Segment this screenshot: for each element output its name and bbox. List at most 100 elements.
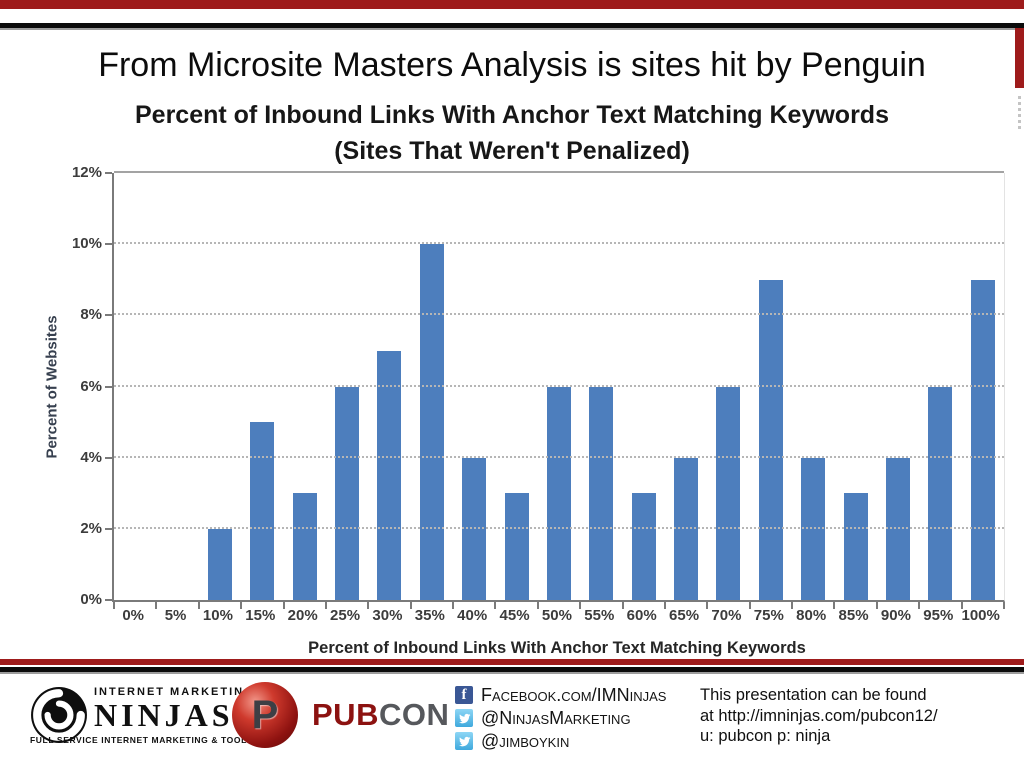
x-tick-label: 50% [541,607,572,624]
x-labels: 0% 5% 10% 15% 20% 25% 30% 35% 40% 45% 50% 55% 60% 65%… [112,607,1002,624]
gridline [114,242,1004,245]
chart-title-line1: Percent of Inbound Links With Anchor Tex… [135,101,889,129]
y-axis-tick [105,172,112,174]
x-axis-tick [706,602,709,609]
x-axis-tick [621,602,624,609]
bar-100% [970,279,995,600]
x-axis-tick [113,602,115,609]
pubcon-word-con: CON [378,697,450,732]
bar-60% [631,493,656,600]
bar-slot [326,173,368,600]
x-tick-label: 40% [457,607,488,624]
bar-slot [114,173,156,600]
x-tick-label: 75% [753,607,784,624]
social-row-twitter-2: @jimboykin [455,730,666,752]
x-axis-tick [748,602,751,609]
gridline [114,455,1004,458]
bar-30% [377,350,402,600]
top-divider-line [0,23,1024,28]
x-tick-label: 20% [287,607,318,624]
x-tick-label: 30% [372,607,403,624]
bar-slot [411,173,453,600]
note-line-3: u: pubcon p: ninja [700,727,831,745]
bar-slot [792,173,834,600]
bar-slot [241,173,283,600]
facebook-handle: Facebook.com/IMNinjas [481,684,667,705]
x-tick-label: 45% [499,607,530,624]
x-axis-tick [875,602,878,609]
bar-10% [207,528,232,600]
pubcon-p-glyph: P [251,692,279,737]
bar-35% [419,244,444,600]
x-tick-label: 25% [330,607,361,624]
x-tick-label: 60% [626,607,657,624]
y-axis-tick [105,243,112,246]
x-axis-tick [155,602,158,609]
social-row-facebook: f Facebook.com/IMNinjas [455,684,666,706]
bar-85% [843,493,868,600]
x-axis-tick [536,602,539,609]
bottom-divider-line [0,667,1024,672]
bar-55% [589,386,614,600]
presentation-note: This presentation can be found at http:/… [700,685,960,747]
bar-slot [156,173,198,600]
y-axis-tick [105,527,112,530]
bar-slot [665,173,707,600]
bar-slot [834,173,876,600]
bar-slot [368,173,410,600]
y-tick-label: 10% [71,235,102,253]
bar-row [114,173,1004,600]
x-tick-label: 10% [202,607,233,624]
x-axis-tick [1003,602,1005,609]
x-axis-tick [409,602,412,609]
bar-slot [453,173,495,600]
bar-slot [538,173,580,600]
bar-50% [546,386,571,600]
bar-95% [928,386,953,600]
pubcon-wordmark: PUBCON [312,697,449,733]
social-row-twitter-1: @NinjasMarketing [455,707,666,729]
bar-70% [716,386,741,600]
slide-title: From Microsite Masters Analysis is sites… [98,46,926,84]
y-axis-tick [105,456,112,459]
x-tick-label: 0% [122,607,145,624]
plot-area [105,171,1005,609]
social-links: f Facebook.com/IMNinjas @NinjasMarketing… [455,684,666,753]
right-edge-red-accent [1015,28,1024,88]
x-axis-title: Percent of Inbound Links With Anchor Tex… [308,639,806,657]
y-axis-tick [105,385,112,388]
bottom-divider-shadow [0,672,1024,674]
x-tick-label: 70% [711,607,742,624]
x-axis-tick [833,602,836,609]
bar-slot [750,173,792,600]
x-tick-label: 55% [584,607,615,624]
twitter-handle-jim: @jimboykin [481,730,570,751]
x-tick-label: 90% [880,607,911,624]
chart-title: Percent of Inbound Links With Anchor Tex… [62,97,962,169]
x-axis-tick [918,602,921,609]
bottom-red-bar [0,659,1024,665]
note-line-1: This presentation can be found [700,686,927,704]
twitter-handle-ninjas: @NinjasMarketing [481,707,631,728]
bar-slot [580,173,622,600]
y-labels: 12% 10% 8% 6% 4% 2% 0% [50,164,102,608]
y-tick-label: 0% [80,591,102,608]
pubcon-word-pub: PUB [312,697,379,732]
x-axis-tick [197,602,200,609]
twitter-icon [455,732,473,750]
bar-slot [877,173,919,600]
y-axis-tick [105,314,112,317]
x-tick-label: 95% [923,607,954,624]
gridline [114,526,1004,529]
bar-slot [919,173,961,600]
pubcon-sphere-icon: P [232,682,298,748]
gridline [114,313,1004,316]
ninjas-swirl-icon [30,686,88,744]
twitter-icon [455,709,473,727]
ninjas-logo-name: NINJAS [94,697,234,733]
bar-45% [504,493,529,600]
x-tick-label: 65% [669,607,700,624]
right-edge-marks [1018,96,1021,130]
x-axis-tick [960,602,963,609]
x-tick-label: 85% [838,607,869,624]
